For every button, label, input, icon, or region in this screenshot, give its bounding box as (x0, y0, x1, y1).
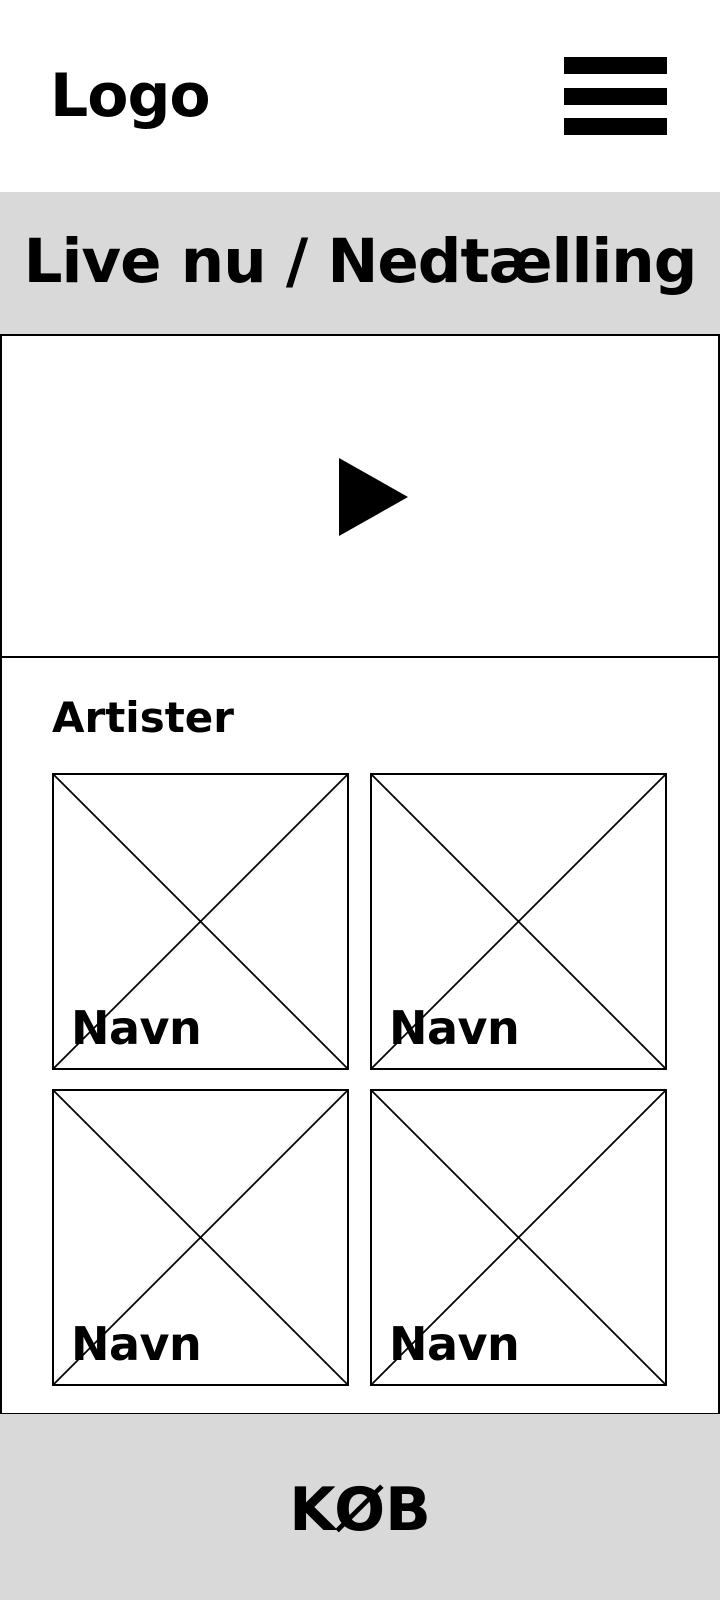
hamburger-menu-icon[interactable] (564, 57, 667, 135)
image-placeholder-icon (372, 775, 665, 1068)
menu-bar (564, 88, 667, 105)
image-placeholder-icon (372, 1091, 665, 1384)
buy-label: KØB (289, 1475, 431, 1545)
menu-bar (564, 118, 667, 135)
artists-section: Artister Navn Navn Navn Navn (0, 657, 720, 1415)
menu-bar (564, 57, 667, 74)
image-placeholder-icon (54, 775, 347, 1068)
live-banner: Live nu / Nedtælling (0, 192, 720, 334)
image-placeholder-icon (54, 1091, 347, 1384)
artist-card[interactable]: Navn (370, 773, 667, 1070)
artist-name: Navn (71, 1001, 202, 1055)
live-countdown-heading: Live nu / Nedtælling (23, 226, 698, 297)
artist-name: Navn (71, 1317, 202, 1371)
artist-name: Navn (389, 1001, 520, 1055)
artist-name: Navn (389, 1317, 520, 1371)
artist-card[interactable]: Navn (370, 1089, 667, 1386)
play-icon[interactable] (339, 458, 408, 536)
logo[interactable]: Logo (50, 61, 211, 131)
artists-heading: Artister (52, 693, 234, 742)
video-player[interactable] (0, 334, 720, 658)
buy-button[interactable]: KØB (0, 1414, 720, 1600)
artist-card[interactable]: Navn (52, 773, 349, 1070)
site-header: Logo (0, 0, 720, 192)
artist-card[interactable]: Navn (52, 1089, 349, 1386)
